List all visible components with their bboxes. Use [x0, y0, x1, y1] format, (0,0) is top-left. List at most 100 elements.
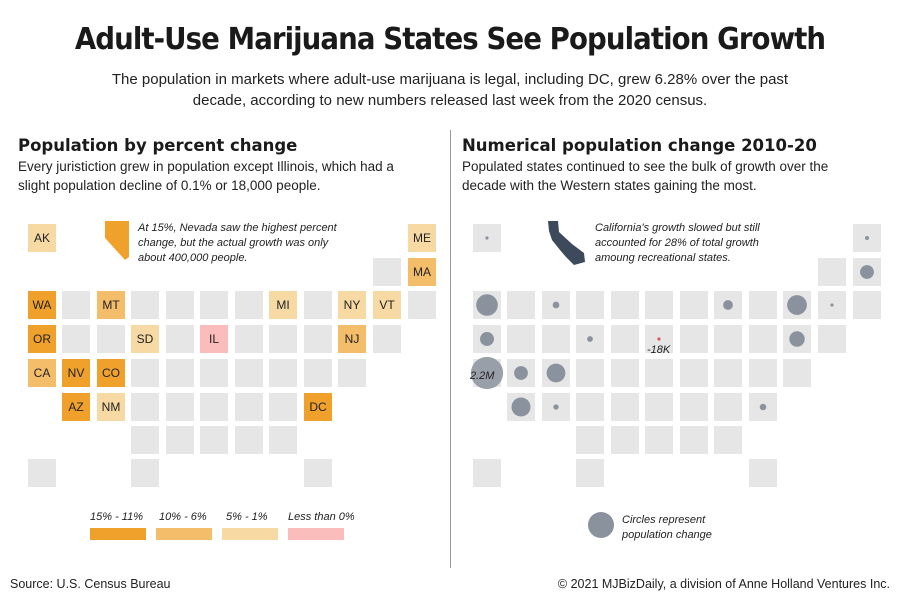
population-change-circle-dc — [759, 403, 767, 411]
empty-tile — [373, 325, 401, 353]
empty-tile — [235, 426, 263, 454]
state-tile-nm: NM — [97, 393, 125, 421]
state-tile-il: IL — [200, 325, 228, 353]
legend-swatch-3 — [222, 528, 278, 540]
empty-tile — [542, 325, 570, 353]
empty-tile — [62, 325, 90, 353]
left-panel-title: Population by percent change — [18, 136, 298, 155]
empty-tile — [645, 426, 673, 454]
empty-tile — [611, 359, 639, 387]
empty-tile — [269, 359, 297, 387]
empty-tile — [853, 291, 881, 319]
empty-tile — [576, 291, 604, 319]
empty-tile — [166, 426, 194, 454]
nevada-annotation: At 15%, Nevada saw the highest percent c… — [138, 222, 337, 264]
empty-tile — [304, 459, 332, 487]
legend-label-3: 5% - 1% — [226, 511, 268, 523]
left-panel-description: Every juristiction grew in population ex… — [18, 159, 394, 193]
empty-tile — [714, 426, 742, 454]
legend-label-2: 10% - 6% — [159, 511, 207, 523]
empty-tile — [97, 325, 125, 353]
population-change-circle-sd — [587, 336, 593, 342]
empty-tile — [166, 393, 194, 421]
empty-tile — [680, 325, 708, 353]
empty-tile — [235, 325, 263, 353]
empty-tile — [818, 258, 846, 286]
population-change-circle-mt — [552, 301, 560, 309]
empty-tile — [645, 291, 673, 319]
population-change-circle-az — [511, 397, 531, 417]
population-change-circle-nm — [553, 404, 559, 410]
empty-tile — [749, 291, 777, 319]
nevada-shape-icon — [105, 221, 129, 260]
population-change-circle-il — [657, 337, 661, 341]
empty-tile — [200, 426, 228, 454]
empty-tile — [645, 393, 673, 421]
population-change-circle-ca — [470, 356, 504, 390]
state-tile-me: ME — [408, 224, 436, 252]
empty-tile — [304, 325, 332, 353]
state-tile-mi: MI — [269, 291, 297, 319]
state-tile-nv: NV — [62, 359, 90, 387]
empty-tile — [576, 359, 604, 387]
state-tile-ny: NY — [338, 291, 366, 319]
state-tile-mt: MT — [97, 291, 125, 319]
legend-swatch-4 — [288, 528, 344, 540]
legend-label-1: 15% - 11% — [90, 511, 143, 523]
empty-tile — [714, 393, 742, 421]
empty-tile — [338, 359, 366, 387]
state-tile-sd: SD — [131, 325, 159, 353]
population-change-circle-co — [546, 363, 566, 383]
empty-tile — [611, 426, 639, 454]
empty-tile — [576, 393, 604, 421]
population-change-circle-or — [480, 332, 494, 346]
empty-tile — [200, 359, 228, 387]
illinois-value-label: -18K — [647, 344, 671, 356]
state-tile-dc: DC — [304, 393, 332, 421]
population-change-circle-mi — [723, 300, 733, 310]
empty-tile — [304, 359, 332, 387]
empty-tile — [645, 359, 673, 387]
empty-tile — [818, 325, 846, 353]
empty-tile — [235, 393, 263, 421]
empty-tile — [166, 291, 194, 319]
empty-tile — [269, 426, 297, 454]
legend-label-4: Less than 0% — [288, 511, 355, 523]
empty-tile — [576, 459, 604, 487]
population-change-circle-ny — [787, 295, 807, 315]
circle-legend-label: Circles represent population change — [622, 514, 712, 541]
empty-tile — [131, 359, 159, 387]
empty-tile — [749, 359, 777, 387]
empty-tile — [749, 325, 777, 353]
california-value-label: 2.2M — [470, 370, 495, 382]
source-note: Source: U.S. Census Bureau — [10, 577, 171, 591]
empty-tile — [235, 291, 263, 319]
empty-tile — [611, 393, 639, 421]
empty-tile — [131, 459, 159, 487]
population-change-circle-nj — [789, 331, 805, 347]
copyright-note: © 2021 MJBizDaily, a division of Anne Ho… — [557, 577, 890, 591]
empty-tile — [714, 325, 742, 353]
empty-tile — [680, 393, 708, 421]
empty-tile — [166, 325, 194, 353]
state-tile-az: AZ — [62, 393, 90, 421]
empty-tile — [269, 325, 297, 353]
right-panel-description: Populated states continued to see the bu… — [462, 159, 829, 193]
empty-tile — [507, 291, 535, 319]
state-tile-wa: WA — [28, 291, 56, 319]
population-change-circle-wa — [476, 294, 498, 316]
empty-tile — [749, 459, 777, 487]
state-tile-or: OR — [28, 325, 56, 353]
empty-tile — [680, 359, 708, 387]
legend-swatch-1 — [90, 528, 146, 540]
population-change-circle-ma — [860, 265, 874, 279]
empty-tile — [576, 426, 604, 454]
state-tile-vt: VT — [373, 291, 401, 319]
state-tile-nj: NJ — [338, 325, 366, 353]
empty-tile — [714, 359, 742, 387]
empty-tile — [200, 291, 228, 319]
empty-tile — [235, 359, 263, 387]
empty-tile — [611, 291, 639, 319]
empty-tile — [611, 325, 639, 353]
